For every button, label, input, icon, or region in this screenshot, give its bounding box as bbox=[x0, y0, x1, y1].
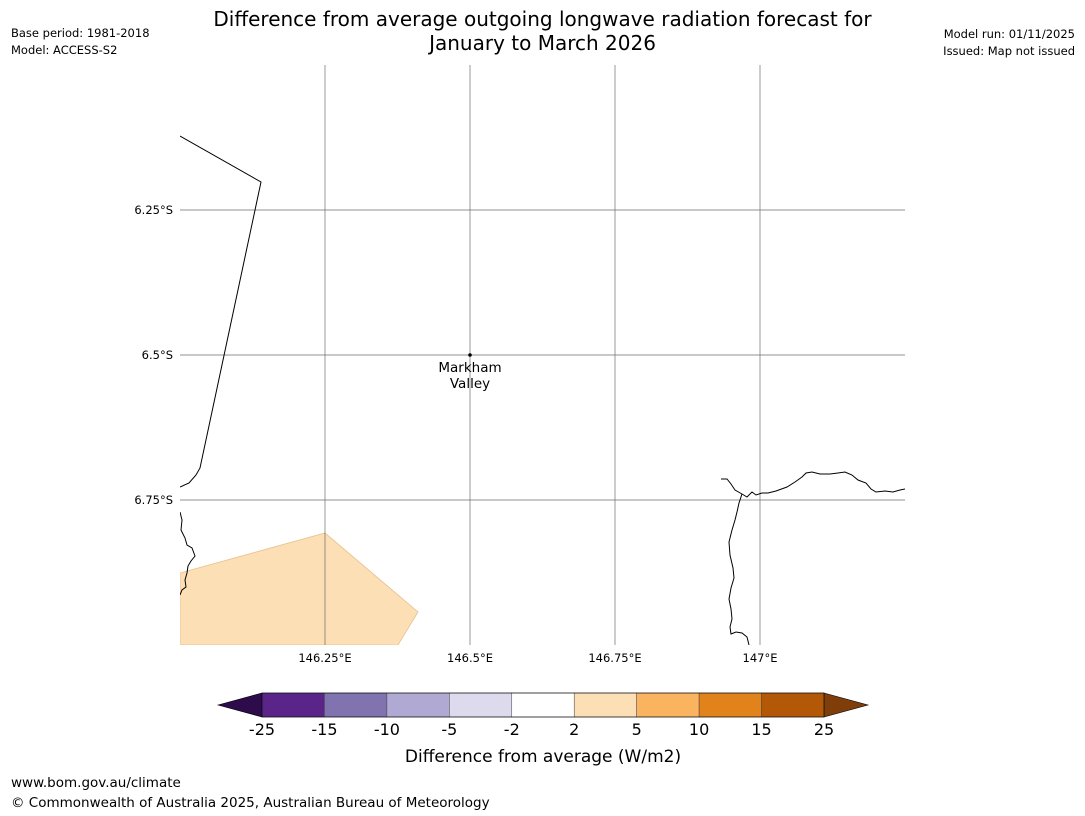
coastline-east-south bbox=[728, 493, 750, 645]
lon-tick-label: 146.5°E bbox=[447, 651, 493, 665]
colorbar-over-arrow bbox=[823, 692, 870, 718]
title-line-1: Difference from average outgoing longwav… bbox=[213, 7, 872, 31]
footer-copyright: © Commonwealth of Australia 2025, Austra… bbox=[11, 795, 490, 811]
axis-tick-labels: 146.25°E 146.5°E 146.75°E 147°E 6.25°S 6.5°S 6… bbox=[134, 203, 777, 665]
colorbar-tick-label: -15 bbox=[311, 720, 337, 739]
colorbar-tick-label: 10 bbox=[689, 720, 709, 739]
base-period-text: Base period: 1981-2018 bbox=[11, 26, 150, 40]
colorbar-swatch bbox=[324, 692, 388, 718]
map-area bbox=[180, 65, 905, 645]
title-line-2: January to March 2026 bbox=[429, 31, 656, 55]
colorbar-tick-label: 15 bbox=[751, 720, 771, 739]
map-title: Difference from average outgoing longwav… bbox=[0, 7, 1085, 55]
colorbar-tick-label: 5 bbox=[632, 720, 642, 739]
place-name-line-1: Markham bbox=[438, 360, 501, 376]
place-name-line-2: Valley bbox=[450, 376, 490, 392]
anomaly-region-2-to-5 bbox=[180, 532, 419, 645]
colorbar-tick-label: -2 bbox=[504, 720, 520, 739]
meta-right: Model run: 01/11/2025 Issued: Map not is… bbox=[943, 26, 1075, 60]
lon-tick-label: 146.25°E bbox=[298, 651, 351, 665]
colorbar-frame bbox=[261, 692, 825, 718]
colorbar-tick-label: 2 bbox=[569, 720, 579, 739]
colorbar-tick-label: 25 bbox=[814, 720, 834, 739]
lon-tick-label: 147°E bbox=[743, 651, 778, 665]
colorbar: -25 -15 -10 -5 -2 2 5 10 15 25 bbox=[216, 692, 870, 739]
lat-tick-label: 6.25°S bbox=[134, 203, 173, 217]
lon-tick-label: 146.75°E bbox=[588, 651, 641, 665]
colorbar-tick-label: -25 bbox=[249, 720, 275, 739]
colorbar-swatch bbox=[573, 692, 637, 718]
colorbar-swatch bbox=[386, 692, 450, 718]
meta-left: Base period: 1981-2018 Model: ACCESS-S2 bbox=[11, 25, 150, 59]
colorbar-swatch bbox=[761, 692, 825, 718]
colorbar-swatch bbox=[449, 692, 513, 718]
colorbar-swatch bbox=[636, 692, 700, 718]
lat-tick-label: 6.5°S bbox=[142, 348, 173, 362]
colorbar-under-arrow bbox=[216, 692, 263, 718]
colorbar-title: Difference from average (W/m2) bbox=[405, 747, 681, 767]
colorbar-swatch bbox=[511, 692, 575, 718]
gridlines bbox=[180, 65, 905, 645]
coastline-west bbox=[180, 135, 262, 488]
coastline-west-south bbox=[180, 511, 196, 596]
model-text: Model: ACCESS-S2 bbox=[11, 43, 118, 57]
footer-url[interactable]: www.bom.gov.au/climate bbox=[11, 775, 181, 791]
coastline-east bbox=[721, 471, 905, 498]
model-run-text: Model run: 01/11/2025 bbox=[943, 27, 1075, 41]
colorbar-swatch bbox=[261, 692, 325, 718]
place-marker bbox=[468, 353, 472, 357]
issued-text: Issued: Map not issued bbox=[943, 44, 1075, 58]
colorbar-tick-label: -5 bbox=[441, 720, 457, 739]
colorbar-tick-label: -10 bbox=[374, 720, 400, 739]
lat-tick-label: 6.75°S bbox=[134, 493, 173, 507]
colorbar-swatch bbox=[698, 692, 762, 718]
